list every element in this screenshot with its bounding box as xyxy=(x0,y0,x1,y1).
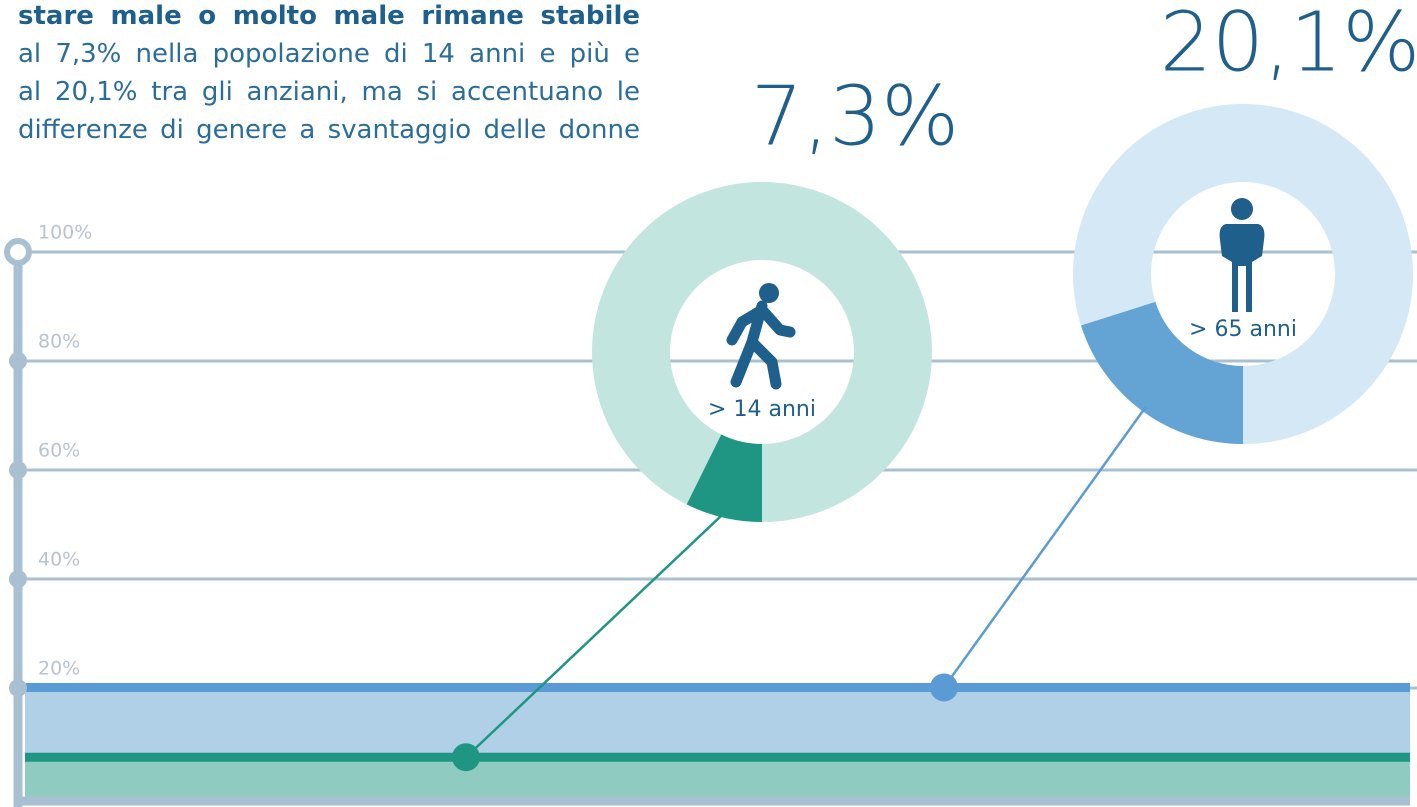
intro-line: stare male o molto male rimane stabile xyxy=(18,1,640,31)
bands xyxy=(25,687,1410,797)
y-tick-label: 100% xyxy=(38,222,92,244)
axis-cap xyxy=(4,238,32,266)
connector xyxy=(942,406,1147,689)
y-tick-label: 80% xyxy=(38,331,80,353)
y-tick-label: 40% xyxy=(38,549,80,571)
tick-dot xyxy=(9,570,27,588)
donut-segment xyxy=(1080,301,1243,444)
donut-segment xyxy=(686,434,762,522)
value-dot xyxy=(930,673,958,702)
tick-dot xyxy=(9,352,27,370)
value-dot xyxy=(452,743,480,772)
man-body xyxy=(1219,224,1265,312)
y-tick-label: 60% xyxy=(38,440,80,462)
intro-line: al 7,3% nella popolazione di 14 anni e p… xyxy=(18,39,640,69)
donut-label: > 65 anni xyxy=(1189,317,1297,342)
man-head xyxy=(1231,198,1253,220)
value-label: 7,3% xyxy=(751,70,959,165)
y-tick-label: 20% xyxy=(38,658,80,680)
band-area xyxy=(25,757,1410,797)
connector xyxy=(465,511,726,759)
donut-label: > 14 anni xyxy=(708,397,816,422)
intro-line: differenze di genere a svantaggio delle … xyxy=(18,115,640,145)
tick-dot xyxy=(9,679,27,697)
walker-head xyxy=(759,283,779,303)
tick-dot xyxy=(9,461,27,479)
walker-body xyxy=(726,300,796,390)
value-label: 20,1% xyxy=(1160,0,1417,91)
intro-line: al 20,1% tra gli anziani, ma si accentua… xyxy=(18,77,640,107)
intro-text: stare male o molto male rimane stabile a… xyxy=(18,0,640,149)
